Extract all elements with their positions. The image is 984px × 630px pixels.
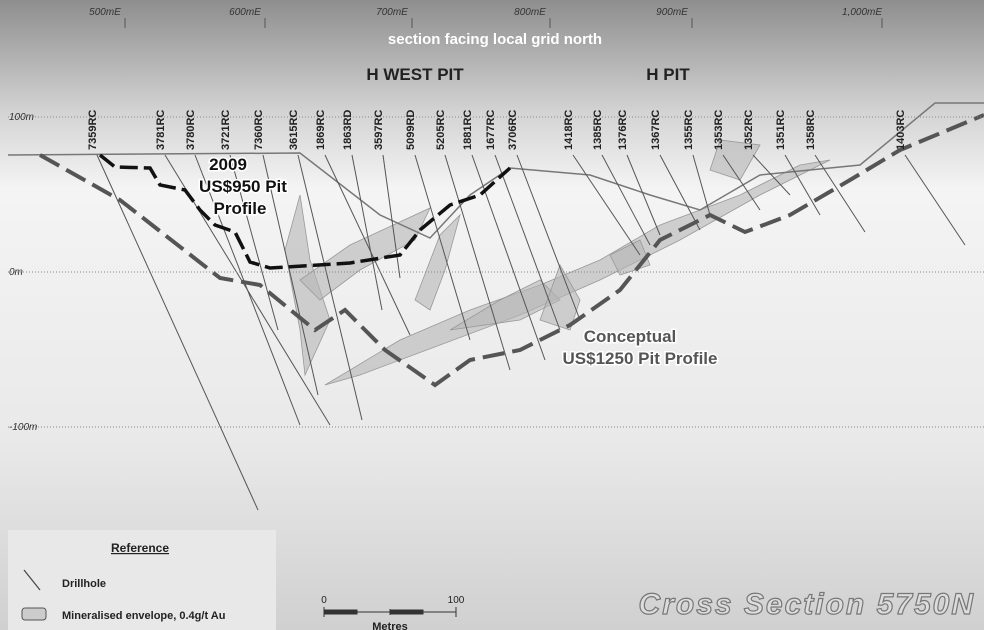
drillhole-label: 1358RC	[805, 110, 817, 150]
profile-label: Profile	[214, 199, 267, 218]
legend-envelope-icon	[21, 607, 47, 621]
drillhole-label: 1352RC	[743, 110, 755, 150]
drillhole-label: 3721RC	[220, 110, 232, 150]
drillhole-label: 5099RD	[405, 110, 417, 150]
drillhole-label: 1385RC	[592, 110, 604, 150]
profile-label: Conceptual	[584, 327, 677, 346]
legend-title: Reference	[111, 541, 169, 555]
conceptual-pit-profile	[39, 113, 984, 388]
profile-label: US$950 Pit	[199, 177, 287, 196]
drillhole	[904, 154, 966, 246]
pit-label: H WEST PIT	[366, 65, 464, 84]
drillhole-label: 1418RC	[563, 110, 575, 150]
scale-start: 0	[321, 595, 327, 606]
drillhole	[324, 154, 411, 336]
legend-drillhole-icon	[23, 569, 41, 591]
easting-label: 800mE	[514, 7, 546, 18]
drillhole-label: 1403RC	[895, 110, 907, 150]
pit-label: H PIT	[646, 65, 690, 84]
drillhole	[814, 154, 866, 233]
grid: 500mE 600mE 700mE 800mE 900mE 1,000mE 100m 0m -1…	[8, 7, 984, 433]
drillhole-label: 5205RC	[435, 110, 447, 150]
drillhole-label: 1367RC	[650, 110, 662, 150]
easting-label: 500mE	[89, 7, 121, 18]
drillhole	[692, 154, 711, 216]
drillhole-label: 1351RC	[775, 110, 787, 150]
subtitle: section facing local grid north	[388, 31, 602, 48]
drillhole-label: 1677RC	[485, 110, 497, 150]
drillhole	[444, 154, 511, 371]
mineralised-envelopes	[284, 139, 831, 386]
drillhole	[194, 154, 301, 426]
topography	[7, 102, 984, 239]
drillhole-label: 1869RC	[315, 110, 327, 150]
drillhole	[626, 154, 661, 236]
drillhole-label: 1355RC	[683, 110, 695, 150]
drillhole-label: 1863RD	[342, 110, 354, 150]
drillhole-label: 7359RC	[87, 110, 99, 150]
elevation-label: 100m	[9, 112, 34, 123]
drillhole	[784, 154, 821, 216]
drillhole-label: 1376RC	[617, 110, 629, 150]
drillhole-label: 1881RC	[462, 110, 474, 150]
easting-label: 600mE	[229, 7, 261, 18]
drillhole-label: 3781RC	[155, 110, 167, 150]
drillhole	[659, 154, 701, 231]
profile-label: US$1250 Pit Profile	[563, 349, 718, 368]
drillhole-label: 3615RC	[288, 110, 300, 150]
elevation-label: -100m	[9, 422, 37, 433]
legend-item: Mineralised envelope, 0.4g/t Au	[62, 610, 225, 622]
drillhole	[722, 154, 761, 211]
scale-end: 100	[448, 595, 465, 606]
drillhole	[229, 154, 279, 331]
drillhole-label: 3780RC	[185, 110, 197, 150]
drillhole	[516, 154, 581, 321]
legend-box	[8, 530, 276, 630]
drillhole	[572, 154, 641, 256]
drillhole	[262, 154, 319, 396]
scale-unit: Metres	[372, 621, 407, 630]
elevation-label: 0m	[9, 267, 23, 278]
drillhole-label: 3706RC	[507, 110, 519, 150]
easting-label: 700mE	[376, 7, 408, 18]
legend-item: Drillhole	[62, 578, 106, 590]
drillhole	[96, 154, 259, 511]
scale-bar	[323, 607, 457, 617]
drillhole	[382, 154, 401, 279]
drillhole	[351, 154, 383, 311]
profile-label: 2009	[209, 155, 247, 174]
title: Cross Section 5750N	[639, 588, 975, 621]
drillhole	[494, 154, 561, 331]
drillhole-label: 3597RC	[373, 110, 385, 150]
easting-label: 900mE	[656, 7, 688, 18]
drillhole-label: 7360RC	[253, 110, 265, 150]
drillhole	[752, 154, 791, 196]
easting-label: 1,000mE	[842, 7, 882, 18]
drillhole	[601, 154, 651, 246]
drillhole-label: 1353RC	[713, 110, 725, 150]
drillhole	[414, 154, 471, 341]
pit-2009-profile	[98, 153, 512, 270]
drillhole	[297, 154, 363, 421]
